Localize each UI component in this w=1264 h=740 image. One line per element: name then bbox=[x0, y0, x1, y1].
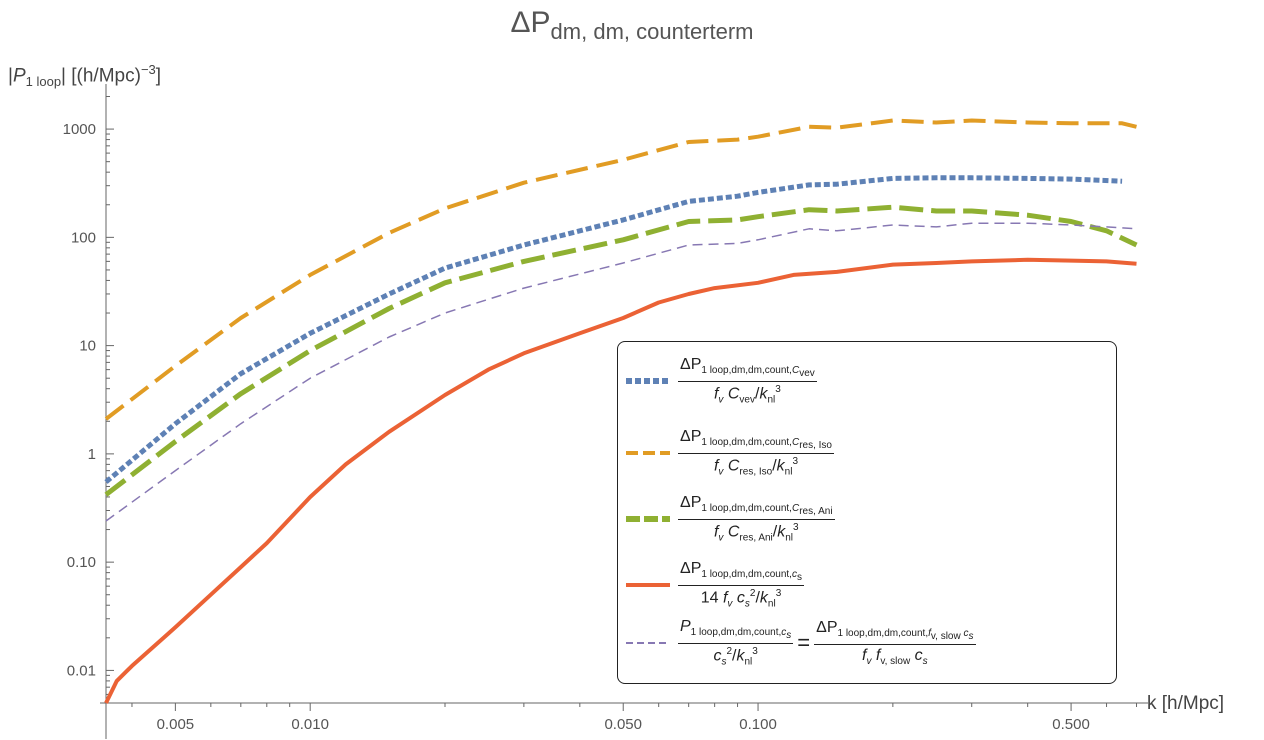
x-tick-label: 0.005 bbox=[157, 716, 195, 733]
legend-label-cres-iso: ΔP1 loop,dm,dm,count,Cres, Iso fv Cres, … bbox=[678, 428, 834, 478]
y-tick-label: 10 bbox=[79, 338, 96, 355]
x-tick-label: 0.050 bbox=[604, 716, 642, 733]
x-tick-label: 0.100 bbox=[739, 716, 777, 733]
legend: ΔP1 loop,dm,dm,count,Cvev fv Cvev/knl3 Δ… bbox=[617, 341, 1117, 684]
y-tick-label: 0.01 bbox=[67, 662, 96, 679]
series-line-3 bbox=[104, 257, 1137, 704]
y-axis-label: |P1 loop| [(h/Mpc)−3] bbox=[8, 62, 162, 90]
legend-swatch-cs bbox=[626, 582, 670, 587]
legend-label-cres-ani: ΔP1 loop,dm,dm,count,Cres, Ani fv Cres, … bbox=[678, 494, 835, 544]
x-tick-label: 0.500 bbox=[1052, 716, 1090, 733]
legend-swatch-cres-iso bbox=[626, 450, 670, 455]
legend-label-fslow-lhs: P1 loop,dm,dm,count,cs cs2/knl3 bbox=[678, 618, 794, 668]
legend-item-cs: ΔP1 loop,dm,dm,count,cs 14 fv cs2/knl3 bbox=[626, 560, 804, 610]
series-line-2 bbox=[104, 204, 1138, 497]
legend-swatch-cvev bbox=[626, 377, 670, 384]
y-tick-label: 1000 bbox=[63, 121, 96, 138]
legend-item-cvev: ΔP1 loop,dm,dm,count,Cvev fv Cvev/knl3 bbox=[626, 356, 817, 406]
legend-item-cres-ani: ΔP1 loop,dm,dm,count,Cres, Ani fv Cres, … bbox=[626, 494, 835, 544]
legend-equals: = bbox=[797, 629, 811, 655]
legend-label-cvev: ΔP1 loop,dm,dm,count,Cvev fv Cvev/knl3 bbox=[678, 356, 817, 406]
series-line-1 bbox=[104, 118, 1137, 421]
legend-item-fslow: P1 loop,dm,dm,count,cs cs2/knl3 = ΔP1 lo… bbox=[626, 618, 976, 668]
y-tick-label: 1 bbox=[88, 446, 96, 463]
series-line-0 bbox=[104, 175, 1123, 484]
y-tick-label: 0.10 bbox=[67, 554, 96, 571]
chart-title: ΔPdm, dm, counterterm bbox=[510, 6, 754, 44]
legend-label-fslow-rhs: ΔP1 loop,dm,dm,count,fv, slow cs fv fv, … bbox=[814, 618, 976, 668]
y-tick-label: 100 bbox=[71, 229, 96, 246]
x-axis-label: k [h/Mpc] bbox=[1147, 693, 1225, 714]
legend-swatch-fslow bbox=[626, 641, 670, 644]
legend-item-cres-iso: ΔP1 loop,dm,dm,count,Cres, Iso fv Cres, … bbox=[626, 428, 834, 478]
x-tick-label: 0.010 bbox=[291, 716, 329, 733]
series-line-4 bbox=[105, 222, 1137, 522]
legend-swatch-cres-ani bbox=[626, 515, 670, 522]
legend-label-cs: ΔP1 loop,dm,dm,count,cs 14 fv cs2/knl3 bbox=[678, 560, 804, 610]
